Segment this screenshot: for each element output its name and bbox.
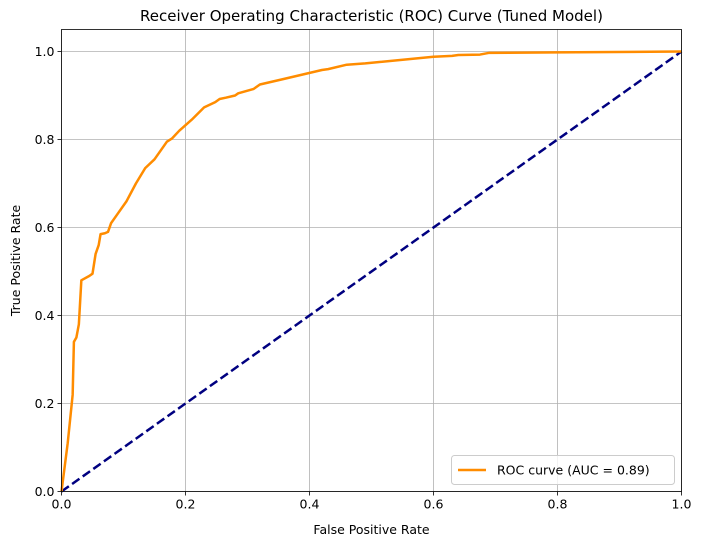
chart-title: Receiver Operating Characteristic (ROC) … [140, 7, 603, 25]
plot-frame [61, 29, 682, 492]
x-tick-label: 0.6 [424, 497, 444, 512]
y-tick-label: 0.6 [35, 220, 55, 235]
y-axis-label: True Positive Rate [8, 205, 23, 318]
legend-label-roc: ROC curve (AUC = 0.89) [497, 463, 650, 478]
y-tick-label: 0.8 [35, 132, 55, 147]
legend: ROC curve (AUC = 0.89) [451, 455, 675, 485]
y-tick-label: 0.4 [35, 308, 55, 323]
x-tick-label: 0.8 [548, 497, 568, 512]
y-tick-label: 0.0 [35, 484, 55, 499]
plot-area [61, 29, 682, 492]
x-tick-label: 0.4 [300, 497, 320, 512]
x-axis-ticks: 0.0 0.2 0.4 0.6 0.8 1.0 [52, 491, 692, 512]
x-axis-label: False Positive Rate [313, 522, 429, 537]
grid [61, 29, 682, 492]
roc-curve-line [60, 50, 682, 492]
y-tick-label: 0.2 [35, 396, 55, 411]
x-tick-label: 0.0 [52, 497, 72, 512]
x-tick-label: 0.2 [176, 497, 196, 512]
series-lines [60, 50, 683, 493]
legend-box [451, 455, 675, 485]
y-tick-label: 1.0 [35, 44, 55, 59]
x-tick-label: 1.0 [672, 497, 692, 512]
random-baseline-line [60, 50, 683, 493]
y-axis-ticks: 0.0 0.2 0.4 0.6 0.8 1.0 [35, 44, 62, 499]
